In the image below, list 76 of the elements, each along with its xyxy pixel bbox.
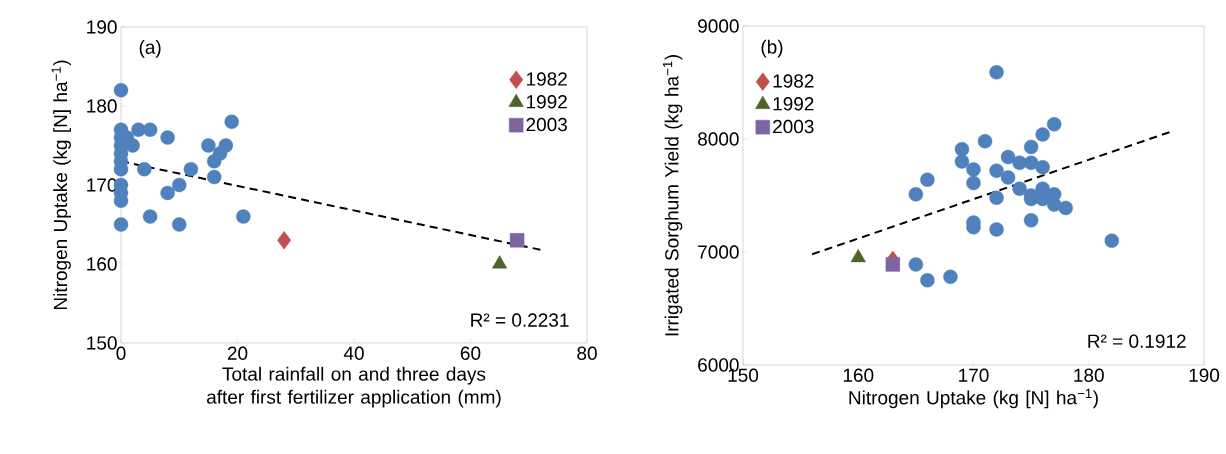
y-tick-label: 150 <box>87 336 117 350</box>
point <box>954 141 970 157</box>
x-tick-label: 180 <box>1074 368 1104 382</box>
legend-label: 1982 <box>773 74 814 88</box>
x-tick-label: 160 <box>843 368 874 382</box>
annotation: R² = 0.1912 <box>1088 334 1186 348</box>
point <box>1046 197 1062 212</box>
point <box>1035 160 1050 175</box>
point <box>142 209 158 224</box>
legend-label: 2003 <box>773 119 814 134</box>
y-tick-label: 180 <box>87 99 117 113</box>
point <box>966 162 981 177</box>
point <box>142 122 158 137</box>
point <box>172 217 187 232</box>
point <box>277 231 292 250</box>
x-tick-label: 20 <box>227 346 248 360</box>
point <box>1023 155 1039 170</box>
point <box>113 82 129 98</box>
point <box>1035 127 1050 142</box>
point <box>160 130 175 145</box>
point <box>160 185 175 201</box>
point <box>1046 117 1062 132</box>
point <box>954 154 970 169</box>
point <box>989 65 1004 80</box>
x-tick-label: 0 <box>116 346 126 360</box>
x-tick-label: 80 <box>577 346 597 360</box>
y-tick-label: 190 <box>87 20 117 34</box>
legend-label: 1992 <box>527 95 567 109</box>
point <box>908 257 924 272</box>
point <box>236 209 251 224</box>
point <box>977 134 993 149</box>
y-tick-label: 9000 <box>698 19 739 33</box>
point <box>1000 170 1016 185</box>
point <box>989 163 1004 178</box>
point <box>131 122 146 137</box>
y-tick-label: 8000 <box>698 132 739 146</box>
point <box>201 138 216 153</box>
point <box>224 114 239 129</box>
x-tick-label: 170 <box>959 368 989 382</box>
point <box>218 138 234 153</box>
point <box>920 172 935 187</box>
annotation: (a) <box>139 40 161 58</box>
point <box>509 233 525 248</box>
legend-label: 1982 <box>527 72 567 86</box>
point <box>943 269 958 285</box>
point <box>137 161 152 177</box>
y-tick-label: 7000 <box>698 245 739 259</box>
point <box>908 187 924 202</box>
x-axis-title: Nitrogen Uptake (kg [N] ha$^{−1}$) <box>849 388 1098 409</box>
legend-label: 1992 <box>773 97 814 111</box>
point <box>207 169 222 185</box>
point <box>920 273 935 288</box>
y-tick-label: 160 <box>87 257 117 271</box>
y-axis-title: Nitrogen Uptake (kg [N] ha$^{−1}$) <box>51 60 71 310</box>
point <box>1058 200 1073 216</box>
x-tick-label: 40 <box>343 346 364 360</box>
point <box>885 257 901 272</box>
annotation: (b) <box>761 39 783 58</box>
point <box>172 177 187 193</box>
x-tick-label: 60 <box>460 346 481 360</box>
y-axis-title: Irrigated Sorghum Yield (kg ha$^{−1}$) <box>662 55 683 336</box>
point <box>989 190 1004 205</box>
point <box>989 222 1004 237</box>
point <box>1023 139 1039 155</box>
point <box>113 217 129 232</box>
point <box>966 175 981 191</box>
point <box>1104 233 1119 248</box>
point <box>183 161 199 177</box>
point <box>1000 149 1016 165</box>
point <box>1012 181 1027 196</box>
point <box>125 138 140 153</box>
x-axis-title: Total rainfall on and three days after first fertilizer application (mm) <box>207 366 501 408</box>
x-tick-label: 190 <box>1189 368 1220 382</box>
point <box>1023 213 1039 228</box>
annotation: R² = 0.2231 <box>471 313 569 327</box>
legend-label: 2003 <box>526 117 567 132</box>
